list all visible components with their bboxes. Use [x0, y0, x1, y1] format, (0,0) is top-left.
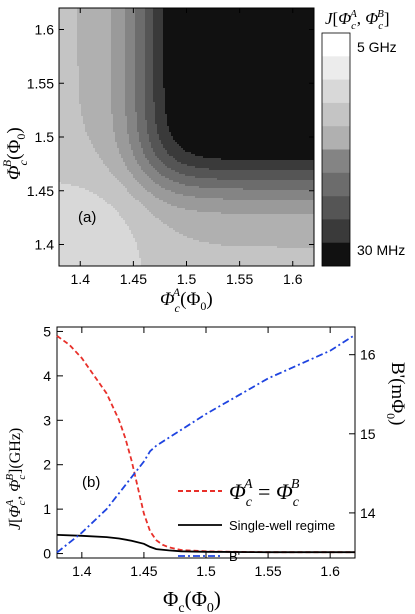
y-tick-label-left-b: 1: [43, 501, 51, 517]
colorbar-swatch: [322, 219, 350, 243]
axis-ticks-b: 1.4 1.45 1.5 1.55 1.6 0 1 2 3 4 5 14 15 16: [43, 323, 376, 579]
legend: ΦcA = ΦcB Single-well regime B': [178, 477, 335, 564]
y-tick-label-a: 1.6: [35, 22, 55, 38]
colorbar-swatch: [322, 149, 350, 174]
colorbar-swatch: [322, 242, 350, 267]
colorbar-top-label: 5 GHz: [357, 39, 397, 55]
panel-b: 1.4 1.45 1.5 1.55 1.6 0 1 2 3 4 5 14 15 16 (b) ΦcA = …: [4, 323, 408, 614]
legend-label-single-well: Single-well regime: [229, 518, 335, 533]
series-lines: [56, 334, 356, 554]
y-tick-label-left-b: 3: [43, 412, 51, 428]
panel-label-a: (a): [78, 209, 96, 226]
colorbar-swatch: [322, 172, 350, 197]
y-tick-label-right-b: 16: [360, 347, 376, 363]
colorbar: [321, 32, 351, 267]
series-bprime-line: [56, 334, 356, 554]
y-tick-label-left-b: 5: [43, 323, 51, 339]
x-tick-label-a: 1.55: [226, 271, 253, 287]
colorbar-swatch: [322, 33, 350, 57]
x-tick-label-b: 1.55: [254, 563, 281, 579]
y-axis-label-a: ΦcB(Φ0): [0, 127, 30, 180]
panel-label-b: (b): [82, 474, 100, 491]
x-tick-label-b: 1.5: [196, 563, 216, 579]
y-tick-label-a: 1.5: [35, 129, 55, 145]
y-tick-label-right-b: 15: [360, 426, 376, 442]
contour-plot: [59, 8, 314, 266]
x-axis-label-a: ΦcA(Φ0): [160, 285, 213, 315]
x-tick-label-a: 1.45: [120, 271, 147, 287]
colorbar-swatch: [322, 79, 350, 104]
x-tick-label-a: 1.4: [71, 271, 91, 287]
legend-label-eq: ΦcA = ΦcB: [229, 477, 300, 510]
axis-ticks-a: 1.4 1.45 1.5 1.55 1.6 1.4 1.45 1.5 1.55 1.6: [27, 8, 314, 287]
x-tick-label-a: 1.5: [177, 271, 197, 287]
x-tick-label-b: 1.4: [72, 563, 92, 579]
colorbar-title: J[ΦcA, ΦcB]: [325, 8, 390, 32]
series-single-well-line: [56, 534, 355, 554]
y-axis-label-right-b: B'(mΦ0): [384, 362, 408, 425]
x-tick-label-b: 1.45: [130, 563, 157, 579]
y-tick-label-a: 1.4: [35, 237, 55, 253]
panel-a: 1.4 1.45 1.5 1.55 1.6 1.4 1.45 1.5 1.55 1.6 (a) Φ…: [0, 7, 405, 315]
y-tick-label-left-b: 2: [43, 457, 51, 473]
x-tick-label-b: 1.6: [320, 563, 340, 579]
x-tick-label-a: 1.6: [283, 271, 303, 287]
y-tick-label-right-b: 14: [360, 505, 376, 521]
colorbar-bottom-label: 30 MHz: [357, 242, 405, 258]
legend-label-bprime: B': [229, 549, 240, 564]
x-axis-label-b: Φc(Φ0): [163, 587, 221, 614]
y-tick-label-left-b: 0: [43, 546, 51, 562]
colorbar-swatch: [322, 102, 350, 127]
y-tick-label-a: 1.45: [27, 183, 54, 199]
y-tick-label-a: 1.55: [27, 75, 54, 91]
colorbar-swatch: [322, 56, 350, 80]
y-axis-label-left-b: J[ΦcA, ΦcB](GHz): [4, 428, 28, 530]
colorbar-swatch: [322, 196, 350, 220]
y-tick-label-left-b: 4: [43, 368, 51, 384]
colorbar-swatch: [322, 126, 350, 150]
